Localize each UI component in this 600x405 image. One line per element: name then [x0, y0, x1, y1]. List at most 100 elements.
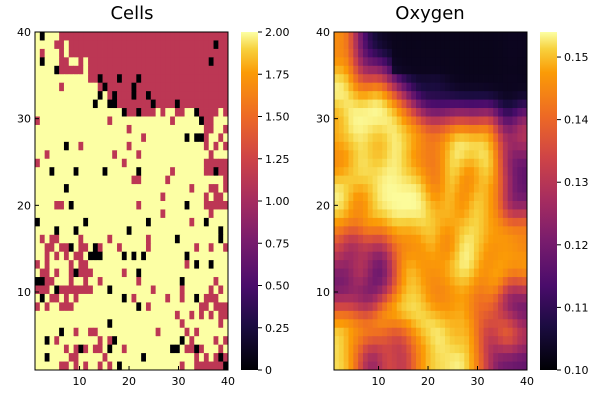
oxygen-heatmap-cell: [440, 268, 446, 278]
oxygen-heatmap-cell: [459, 277, 465, 286]
cells-heatmap-cell: [63, 82, 70, 92]
cells-heatmap-cell: [97, 82, 103, 92]
cells-heatmap-cell: [179, 361, 185, 371]
cells-heatmap-cell: [184, 353, 190, 362]
oxygen-heatmap-cell: [387, 141, 393, 151]
oxygen-heatmap-cell: [411, 293, 417, 303]
oxygen-heatmap-cell: [430, 319, 436, 329]
cells-heatmap-cell: [218, 361, 224, 371]
oxygen-heatmap-cell: [502, 74, 509, 84]
oxygen-heatmap-cell: [440, 327, 446, 337]
oxygen-heatmap-cell: [459, 99, 465, 109]
cells-heatmap-cell: [170, 74, 176, 84]
oxygen-heatmap-cell: [377, 32, 383, 41]
oxygen-ytick-label: 40: [316, 26, 330, 39]
oxygen-heatmap-cell: [512, 260, 518, 269]
oxygen-heatmap-cell: [517, 285, 523, 295]
oxygen-heatmap-cell: [391, 167, 398, 177]
oxygen-heatmap-cell: [498, 302, 504, 312]
oxygen-heatmap-cell: [411, 141, 417, 151]
oxygen-heatmap-cell: [444, 344, 451, 354]
cells-heatmap-cell: [218, 302, 224, 312]
oxygen-heatmap-cell: [382, 133, 388, 143]
oxygen-heatmap-cell: [401, 141, 407, 151]
oxygen-heatmap-cell: [464, 65, 470, 75]
cells-heatmap-cell: [78, 175, 84, 185]
oxygen-heatmap-cell: [483, 217, 489, 227]
oxygen-heatmap-cell: [425, 48, 431, 58]
oxygen-heatmap-cell: [493, 310, 499, 320]
oxygen-heatmap-cell: [430, 293, 436, 303]
cells-heatmap-cell: [136, 32, 142, 41]
oxygen-heatmap-cell: [358, 327, 364, 337]
cells-heatmap-cell: [68, 91, 75, 100]
oxygen-heatmap-cell: [444, 234, 451, 244]
cells-heatmap-cell: [165, 319, 171, 329]
cells-heatmap-cell: [160, 260, 166, 269]
cells-heatmap-cell: [165, 82, 171, 92]
oxygen-heatmap-cell: [425, 175, 431, 185]
cells-heatmap-cell: [150, 310, 157, 320]
cells-heatmap-cell: [59, 243, 65, 253]
oxygen-heatmap-cell: [459, 361, 465, 371]
oxygen-heatmap-cell: [420, 57, 427, 67]
cells-heatmap-cell: [97, 217, 103, 227]
cells-heatmap-cell: [165, 226, 171, 236]
cells-heatmap-cell: [150, 217, 157, 227]
oxygen-heatmap-cell: [507, 243, 513, 253]
cells-heatmap-cell: [102, 234, 108, 244]
cells-heatmap-cell: [117, 327, 123, 337]
oxygen-heatmap-cell: [411, 243, 417, 253]
oxygen-heatmap-cell: [348, 91, 354, 100]
cells-heatmap-cell: [102, 124, 108, 134]
oxygen-heatmap-cell: [483, 48, 489, 58]
oxygen-heatmap-cell: [464, 74, 470, 84]
cells-heatmap-cell: [145, 116, 152, 126]
cells-heatmap-cell: [63, 344, 70, 354]
oxygen-heatmap-cell: [343, 361, 349, 371]
oxygen-heatmap-cell: [387, 260, 393, 269]
oxygen-heatmap-cell: [469, 268, 475, 278]
oxygen-heatmap-cell: [367, 310, 373, 320]
oxygen-heatmap-cell: [464, 310, 470, 320]
cells-heatmap-cell: [121, 209, 128, 219]
oxygen-heatmap-cell: [406, 327, 412, 337]
cells-heatmap-cell: [179, 133, 185, 143]
cells-heatmap-cell: [117, 99, 123, 109]
oxygen-heatmap-cell: [338, 310, 345, 320]
oxygen-heatmap-cell: [362, 40, 369, 50]
cells-heatmap-cell: [68, 74, 75, 84]
cells-heatmap-cell: [223, 116, 229, 126]
oxygen-heatmap-cell: [440, 192, 446, 202]
oxygen-heatmap-cell: [425, 285, 431, 295]
oxygen-heatmap-cell: [464, 192, 470, 202]
oxygen-heatmap-cell: [507, 201, 513, 210]
oxygen-heatmap-cell: [387, 65, 393, 75]
cells-heatmap-cell: [213, 226, 219, 236]
cells-heatmap-cell: [213, 74, 219, 84]
oxygen-heatmap-cell: [348, 82, 354, 92]
oxygen-heatmap-cell: [362, 158, 369, 168]
cells-heatmap-cell: [194, 184, 200, 193]
oxygen-heatmap-cell: [478, 361, 484, 371]
cells-heatmap-cell: [218, 260, 224, 269]
oxygen-heatmap-cell: [469, 209, 475, 219]
oxygen-heatmap-cell: [464, 150, 470, 160]
oxygen-heatmap-cell: [406, 234, 412, 244]
oxygen-heatmap-cell: [517, 260, 523, 269]
cells-heatmap-cell: [112, 209, 118, 219]
cells-heatmap-cell: [170, 91, 176, 100]
oxygen-heatmap-cell: [420, 74, 427, 84]
oxygen-heatmap-cell: [353, 124, 359, 134]
oxygen-heatmap-cell: [358, 310, 364, 320]
cells-heatmap-cell: [88, 192, 94, 202]
oxygen-heatmap-cell: [391, 344, 398, 354]
cells-heatmap-cell: [83, 302, 89, 312]
cells-heatmap-cell: [199, 158, 205, 168]
oxygen-colorbar-tick-label: 0.13: [564, 176, 589, 189]
oxygen-heatmap-cell: [449, 108, 456, 117]
cells-heatmap-cell: [170, 167, 176, 177]
oxygen-heatmap-cell: [372, 184, 378, 193]
oxygen-heatmap-cell: [435, 344, 441, 354]
oxygen-heatmap-cell: [343, 302, 349, 312]
